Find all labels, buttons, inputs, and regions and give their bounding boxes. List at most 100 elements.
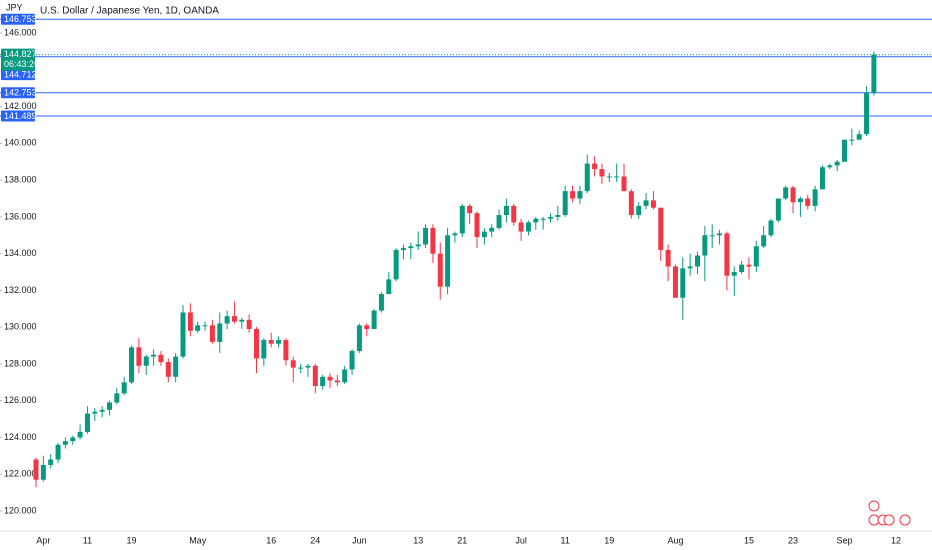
- candle-body: [761, 235, 767, 247]
- x-tick-label: 21: [457, 535, 467, 545]
- candle-body: [158, 354, 164, 363]
- x-tick-label: 24: [310, 535, 320, 545]
- candle-body: [349, 351, 355, 370]
- candle-body: [503, 205, 509, 216]
- y-tick-label: 128.000: [4, 358, 37, 368]
- candle-body: [180, 312, 186, 357]
- candle-body: [423, 227, 429, 245]
- candle-body: [62, 441, 68, 445]
- candle-body: [518, 222, 524, 232]
- candle-body: [173, 356, 179, 377]
- candle-body: [437, 253, 443, 287]
- candle-body: [834, 161, 840, 166]
- candle-body: [842, 139, 847, 162]
- candle-body: [195, 325, 201, 331]
- candle-body: [636, 205, 642, 216]
- candle-body: [724, 233, 730, 276]
- price-line-badge: [1, 110, 35, 122]
- candle-body: [393, 249, 399, 280]
- candle-body: [827, 165, 833, 168]
- candle-body: [489, 227, 495, 232]
- price-line-label: 142.753: [4, 88, 37, 98]
- candle-body: [577, 191, 583, 199]
- candle-body: [327, 376, 333, 381]
- candle-body: [283, 340, 289, 361]
- candle-body: [584, 163, 590, 192]
- x-tick-label: 19: [604, 535, 614, 545]
- candle-body: [298, 367, 304, 369]
- candle-body: [525, 222, 531, 232]
- candle-body: [555, 215, 561, 217]
- y-tick-label: 126.000: [4, 395, 37, 405]
- candle-body: [33, 459, 39, 480]
- candle-body: [548, 216, 553, 219]
- price-line-badge: [1, 69, 35, 81]
- candle-body: [445, 235, 451, 287]
- candle-body: [790, 187, 796, 203]
- x-tick-label: 13: [413, 535, 423, 545]
- candle-body: [40, 465, 46, 480]
- candle-body: [864, 92, 870, 135]
- candle-body: [496, 215, 502, 228]
- x-tick-label: 11: [83, 535, 92, 545]
- candle-body: [540, 218, 546, 220]
- candle-body: [70, 437, 76, 442]
- candle-body: [562, 191, 568, 216]
- candle-body: [129, 347, 135, 383]
- candle-body: [239, 319, 245, 322]
- x-tick-label: 23: [788, 535, 798, 545]
- candle-body: [187, 312, 193, 331]
- candle-body: [99, 409, 105, 412]
- candle-body: [107, 402, 112, 410]
- price-line-badge: [1, 13, 35, 25]
- candle-body: [165, 362, 171, 377]
- candle-body: [481, 231, 487, 238]
- event-flag: [899, 514, 911, 526]
- candle-body: [680, 268, 686, 298]
- price-line-label: 146.753: [4, 14, 37, 24]
- candle-body: [408, 246, 414, 249]
- candle-body: [386, 279, 392, 295]
- candle-body: [511, 205, 517, 223]
- x-tick-label: Apr: [36, 535, 50, 545]
- candle-body: [430, 227, 436, 254]
- y-tick-label: 124.000: [4, 432, 37, 442]
- candle-body: [401, 248, 406, 250]
- price-line-label: 144.712: [4, 70, 37, 80]
- x-tick-label: 11: [561, 535, 570, 545]
- candle-body: [672, 266, 678, 298]
- candle-body: [606, 176, 612, 178]
- price-line-badge: [1, 87, 35, 99]
- candle-body: [775, 198, 781, 221]
- candle-body: [342, 369, 348, 383]
- candle-body: [621, 176, 627, 192]
- axis-label: JPY: [6, 2, 23, 12]
- x-tick-label: May: [189, 535, 207, 545]
- last-price-label: 144.827: [4, 49, 37, 59]
- candle-body: [849, 139, 855, 141]
- candle-body: [77, 431, 83, 438]
- candle-body: [48, 459, 54, 466]
- x-tick-label: Aug: [667, 535, 683, 545]
- candle-body: [459, 205, 465, 234]
- candle-body: [320, 376, 326, 386]
- candle-body: [121, 382, 127, 394]
- candle-body: [474, 213, 480, 238]
- candle-body: [452, 233, 458, 236]
- candle-body: [415, 244, 421, 247]
- candle-body: [136, 347, 142, 366]
- candle-body: [467, 205, 473, 214]
- candle-body: [114, 393, 120, 403]
- candle-body: [305, 365, 311, 368]
- candle-body: [805, 198, 811, 206]
- candle-body: [687, 266, 693, 269]
- candle-body: [797, 198, 803, 203]
- candle-body: [356, 325, 362, 352]
- candle-body: [599, 169, 605, 177]
- event-flag: [868, 500, 880, 512]
- y-tick-label: 122.000: [4, 469, 37, 479]
- candle-body: [217, 323, 223, 342]
